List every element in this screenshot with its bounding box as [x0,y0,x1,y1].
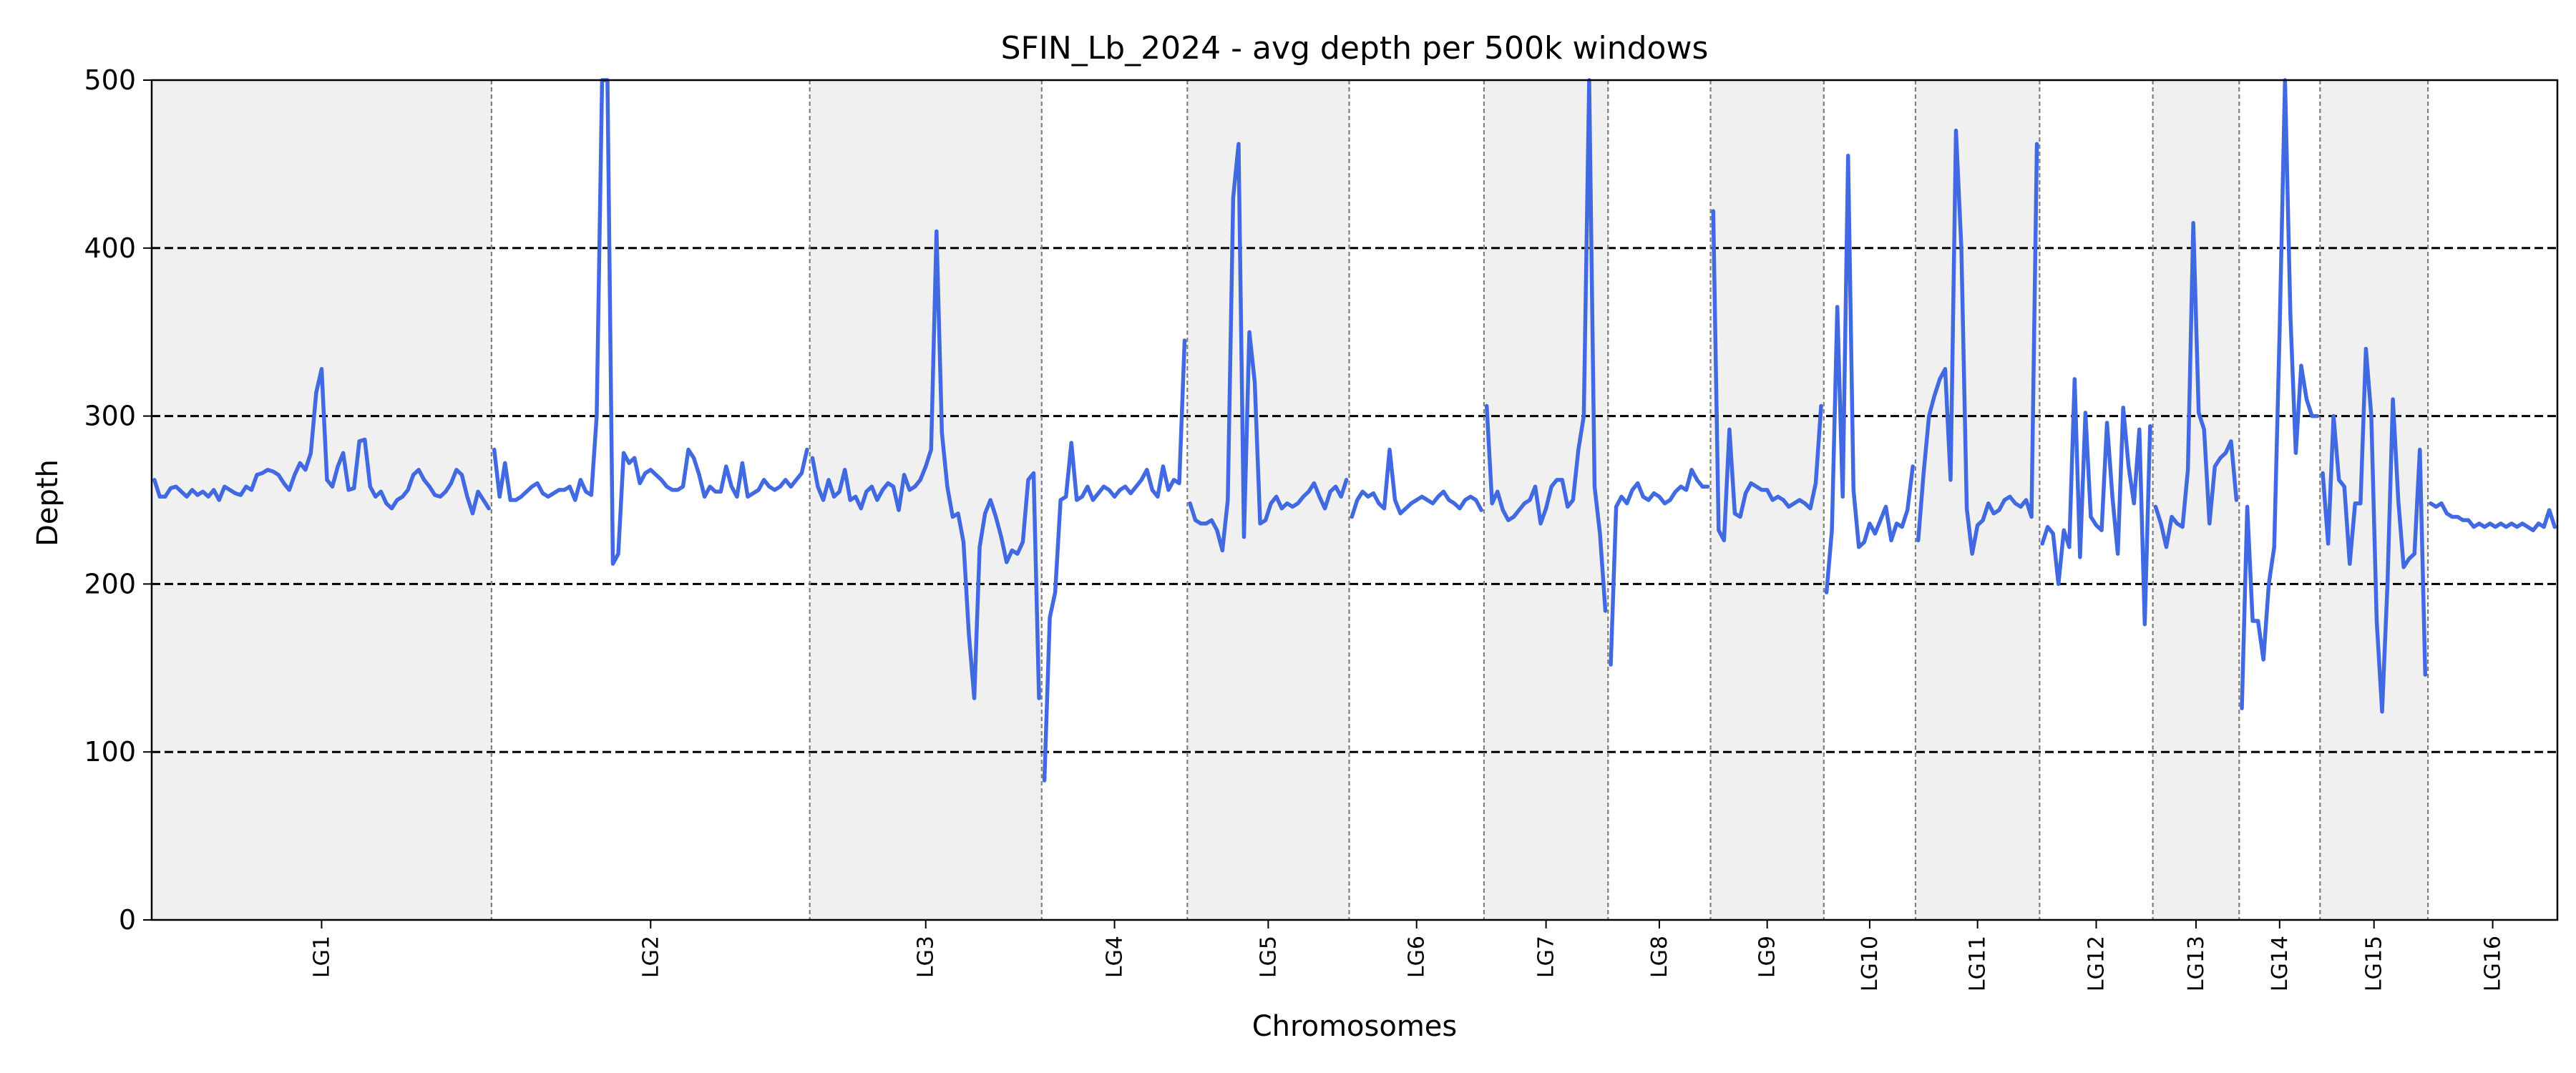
y-tick-label-400: 400 [84,232,136,264]
y-axis-label: Depth [31,459,64,547]
x-tick-label-lg7: LG7 [1534,936,1559,978]
chart-title: SFIN_Lb_2024 - avg depth per 500k window… [1001,30,1709,67]
x-tick-label-lg9: LG9 [1755,936,1780,978]
band-lg13 [2152,80,2240,920]
x-tick-label-lg1: LG1 [309,936,334,978]
series-lg12 [2040,377,2152,627]
y-tick-label-100: 100 [84,736,136,768]
x-tick-label-lg3: LG3 [914,936,939,978]
chromosome-bands [152,80,2429,920]
band-lg5 [1187,80,1350,920]
plot-frame [150,79,2559,921]
y-tick-label-0: 0 [119,904,136,936]
series-lg16 [2429,501,2557,533]
series-lg11 [1916,128,2039,556]
series-lg6 [1350,447,1483,519]
band-lg9 [1710,80,1824,920]
series-lg14 [2240,78,2320,710]
y-tick-label-500: 500 [84,64,136,96]
y-axis: 0 100 200 300 400 500 [84,64,152,936]
x-tick-label-lg15: LG15 [2362,936,2387,991]
y-tick-label-300: 300 [84,401,136,432]
series-lg9 [1711,209,1823,543]
x-tick-label-lg6: LG6 [1405,936,1430,978]
x-axis-label: Chromosomes [1252,1010,1457,1043]
threshold-lines [152,247,2557,753]
x-tick-label-lg12: LG12 [2084,936,2109,991]
series-lg2 [492,78,809,566]
series-lg1 [152,367,491,516]
x-tick-label-lg4: LG4 [1103,936,1128,978]
x-tick-label-lg8: LG8 [1647,936,1672,978]
chromosome-boundaries [490,80,2429,920]
x-tick-label-lg16: LG16 [2481,936,2506,991]
x-tick-label-lg5: LG5 [1256,936,1281,978]
series-lg8 [1609,467,1710,667]
y-tick-label-200: 200 [84,568,136,599]
x-tick-label-lg2: LG2 [638,936,663,978]
x-tick-label-lg10: LG10 [1858,936,1883,991]
x-tick-label-lg14: LG14 [2268,936,2293,991]
band-lg1 [152,80,492,920]
series-lg15 [2321,346,2428,714]
series-lg4 [1042,338,1187,783]
series-lg13 [2153,220,2239,549]
band-lg3 [809,80,1042,920]
x-axis: LG1 LG2 LG3 LG4 LG5 LG6 LG7 LG8 LG9 LG10 LG11 LG12 L… [309,920,2506,991]
x-tick-label-lg13: LG13 [2184,936,2209,991]
depth-series [152,78,2557,783]
series-lg7 [1484,78,1608,613]
series-lg3 [810,229,1041,700]
series-lg10 [1824,153,1915,594]
band-lg11 [1915,80,2040,920]
x-tick-label-lg11: LG11 [1966,936,1991,991]
series-lg5 [1188,142,1349,553]
